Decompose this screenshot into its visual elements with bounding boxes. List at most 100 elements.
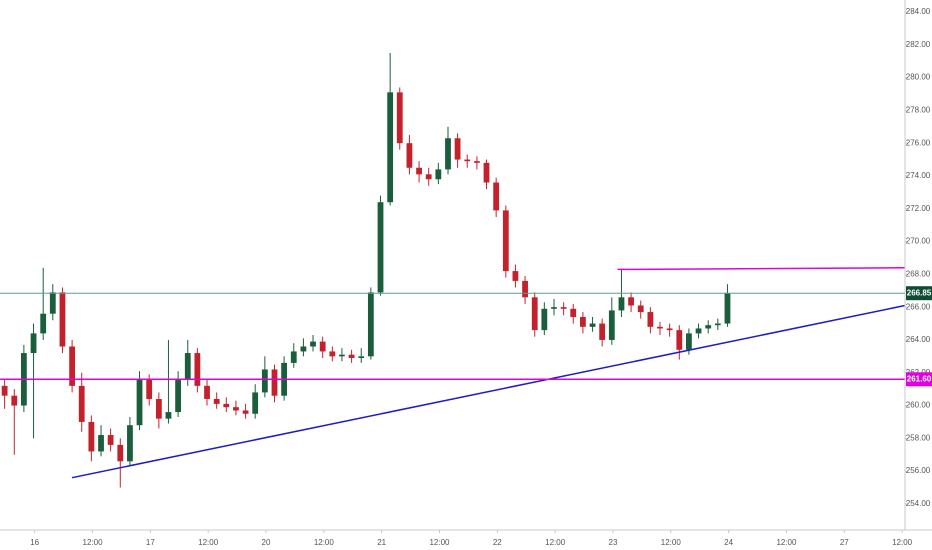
candle-body [483,162,490,183]
candle-body [339,354,345,357]
candle-body [666,328,673,331]
axes: 254.00256.00258.00260.00262.00264.00266.… [30,7,932,547]
candle-body [628,297,634,306]
x-tick-label: 16 [30,538,39,547]
y-tick-label: 280.00 [906,73,931,82]
candle-body [88,421,95,452]
y-tick-label: 254.00 [906,499,931,508]
y-tick-label: 258.00 [906,433,931,442]
candle-body [551,307,557,309]
trend-line [617,267,905,271]
x-tick-label: 12:00 [545,538,566,547]
candle-body [146,379,153,399]
x-tick-label: 27 [840,538,849,547]
x-tick-label: 12:00 [776,538,797,547]
candle-body [30,333,37,354]
y-tick-label: 256.00 [906,466,931,475]
candle-body [98,435,104,452]
candle-body [637,305,644,313]
candle-body [445,138,451,170]
candle-body [570,308,577,317]
candle-body [319,341,326,352]
candle-body [261,369,268,393]
candle-body [40,313,47,334]
candle-body [155,398,162,419]
price-label: 261.60 [907,374,932,383]
candle-body [252,392,259,414]
y-tick-label: 282.00 [906,40,931,49]
price-label-box [906,286,932,301]
trend-line [71,304,905,479]
candle-body [493,182,500,211]
candle-body [223,403,230,408]
candle-body [59,292,66,347]
candle-body [310,341,316,347]
candle-body [329,351,336,357]
candle-body [589,323,596,327]
candle-body [213,398,220,404]
y-tick-label: 260.00 [906,401,931,410]
y-tick-label: 278.00 [906,105,931,114]
x-tick-label: 12:00 [892,538,913,547]
candle-body [242,410,249,414]
candle-body [165,412,172,419]
candle-body [406,143,413,168]
candle-body [377,202,384,293]
price-label-box [906,372,932,387]
candle-body [387,92,394,203]
candle-body [271,369,278,396]
candle-body [541,308,548,331]
candle-body [117,444,124,462]
candle-body [49,292,56,314]
candle-body [560,307,567,309]
candle-body [724,293,731,324]
candle-body [290,351,297,363]
candle-body [502,210,509,272]
candle-body [618,297,625,311]
x-tick-label: 17 [146,538,155,547]
candle-body [107,435,114,445]
candle-body [454,138,461,160]
candle-body [647,312,654,327]
y-tick-label: 272.00 [906,204,931,213]
candle-body [348,354,355,358]
y-tick-label: 270.00 [906,237,931,246]
plot-area [0,52,905,488]
x-tick-label: 22 [493,538,502,547]
candle-body [1,385,8,396]
candle-body [714,323,721,326]
candle-body [194,353,201,386]
x-tick-label: 12:00 [83,538,104,547]
y-tick-label: 284.00 [906,7,931,16]
candle-body [522,280,528,298]
y-tick-label: 266.00 [906,302,931,311]
candle-body [657,326,663,329]
candle-body [435,169,442,180]
candle-body [175,379,182,413]
x-tick-label: 12:00 [314,538,335,547]
candle-body [676,330,683,350]
candle-body [204,385,210,399]
x-tick-label: 21 [377,538,386,547]
candle-body [474,161,480,163]
candle-body [127,425,133,462]
candle-body [580,316,586,327]
y-tick-label: 264.00 [906,335,931,344]
x-tick-label: 20 [262,538,271,547]
price-label: 266.85 [907,288,932,297]
candle-body [233,407,239,411]
candle-body [416,167,422,175]
y-tick-label: 276.00 [906,138,931,147]
candle-body [396,92,403,144]
candle-body [78,385,85,422]
candle-body [300,346,307,352]
candle-body [184,353,191,380]
x-tick-label: 12:00 [429,538,450,547]
y-tick-label: 268.00 [906,269,931,278]
candle-body [695,328,702,334]
candle-body [11,395,18,406]
x-tick-label: 12:00 [198,538,219,547]
candle-body [686,333,692,350]
